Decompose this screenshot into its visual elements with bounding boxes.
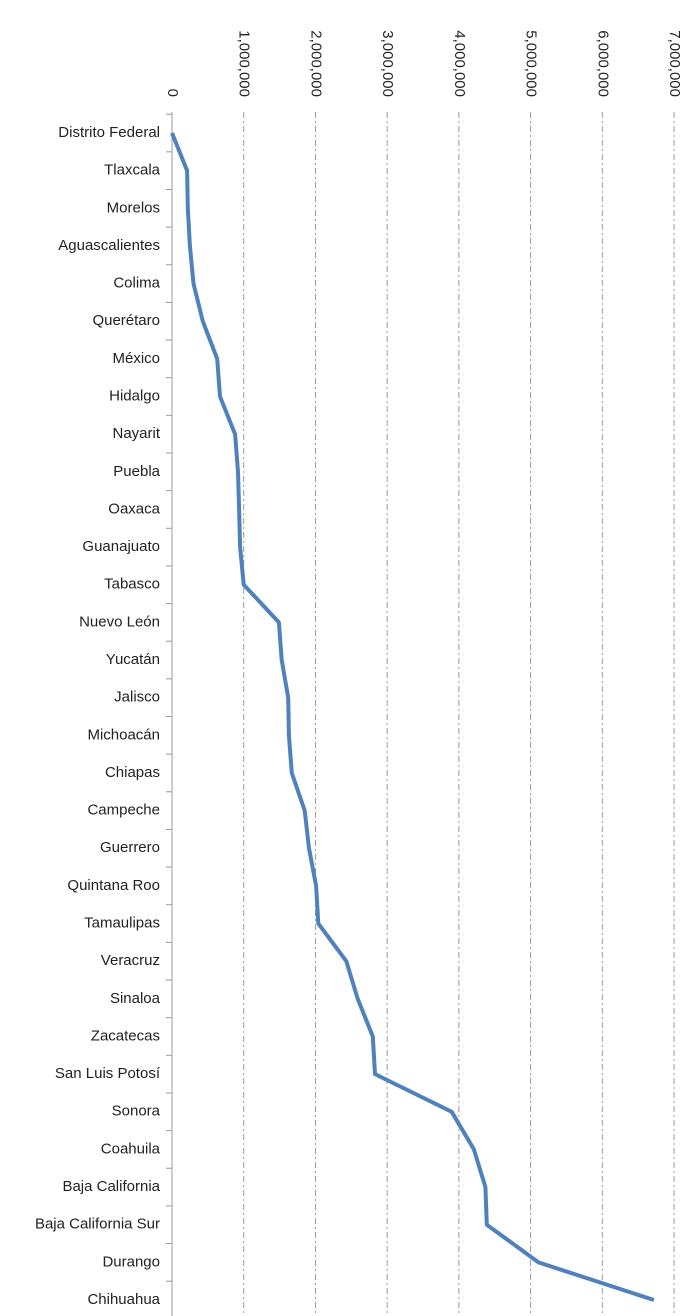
y-tick-label: Coahuila — [101, 1140, 161, 1157]
x-tick-label: 5,000,000 — [523, 30, 540, 97]
y-tick-label: Chihuahua — [87, 1291, 160, 1308]
x-tick-label: 1,000,000 — [236, 30, 253, 97]
y-tick-label: Tamaulipas — [84, 915, 160, 932]
y-tick-label: Morelos — [107, 199, 160, 216]
y-tick-label: Quintana Roo — [67, 877, 160, 894]
x-tick-label: 6,000,000 — [594, 30, 611, 97]
y-tick-label: Tabasco — [104, 576, 160, 593]
y-tick-label: Jalisco — [114, 689, 160, 706]
x-tick-label: 7,000,000 — [666, 30, 683, 97]
y-tick-label: Chiapas — [105, 764, 160, 781]
y-tick-label: Colima — [113, 275, 160, 292]
y-tick-label: Durango — [102, 1253, 160, 1270]
y-tick-label: Puebla — [113, 463, 160, 480]
y-tick-label: Guerrero — [100, 839, 160, 856]
y-tick-label: Campeche — [87, 802, 160, 819]
y-tick-label: Querétaro — [92, 312, 160, 329]
y-tick-label: Yucatán — [106, 651, 160, 668]
y-tick-label: Baja California — [62, 1178, 160, 1195]
y-tick-label: Sinaloa — [110, 990, 161, 1007]
y-tick-label: Guanajuato — [82, 538, 160, 555]
y-tick-label: Distrito Federal — [58, 124, 160, 141]
x-tick-label: 2,000,000 — [307, 30, 324, 97]
x-tick-label: 3,000,000 — [379, 30, 396, 97]
y-tick-label: Veracruz — [101, 952, 160, 969]
y-tick-label: Aguascalientes — [58, 237, 160, 254]
y-tick-label: San Luis Potosí — [55, 1065, 161, 1082]
x-tick-label: 4,000,000 — [451, 30, 468, 97]
y-tick-label: México — [112, 350, 160, 367]
y-tick-label: Oaxaca — [108, 500, 160, 517]
y-tick-label: Tlaxcala — [104, 162, 161, 179]
y-tick-label: Michoacán — [87, 726, 160, 743]
y-tick-label: Hidalgo — [109, 387, 160, 404]
data-line — [170, 132, 655, 1302]
y-tick-label: Sonora — [112, 1103, 161, 1120]
y-tick-label: Baja California Sur — [35, 1216, 160, 1233]
x-tick-label: 0 — [164, 89, 181, 97]
y-tick-label: Nayarit — [112, 425, 160, 442]
y-tick-label: Nuevo León — [79, 613, 160, 630]
y-tick-label: Zacatecas — [91, 1027, 160, 1044]
